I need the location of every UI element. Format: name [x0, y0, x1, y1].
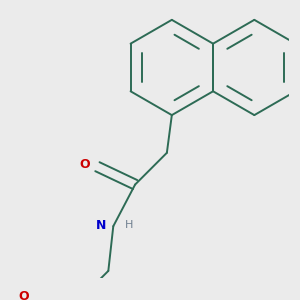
Text: N: N: [96, 219, 106, 232]
Text: H: H: [125, 220, 134, 230]
Text: O: O: [80, 158, 91, 171]
Text: O: O: [18, 290, 29, 300]
